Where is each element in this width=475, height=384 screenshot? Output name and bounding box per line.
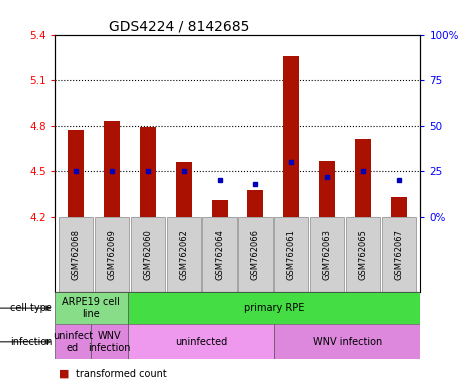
Text: WNV infection: WNV infection bbox=[313, 337, 382, 347]
Bar bbox=[95, 217, 129, 292]
Bar bbox=[55, 292, 128, 324]
Bar bbox=[104, 121, 120, 217]
Text: GDS4224 / 8142685: GDS4224 / 8142685 bbox=[109, 20, 250, 33]
Text: GSM762068: GSM762068 bbox=[72, 229, 81, 280]
Bar bbox=[381, 217, 416, 292]
Text: ARPE19 cell
line: ARPE19 cell line bbox=[62, 297, 120, 319]
Bar bbox=[319, 161, 335, 217]
Text: infection: infection bbox=[10, 337, 52, 347]
Text: GSM762064: GSM762064 bbox=[215, 229, 224, 280]
Bar bbox=[128, 292, 420, 324]
Text: uninfected: uninfected bbox=[175, 337, 227, 347]
Text: GSM762060: GSM762060 bbox=[143, 229, 152, 280]
Text: WNV
infection: WNV infection bbox=[88, 331, 131, 353]
Text: GSM762061: GSM762061 bbox=[287, 229, 296, 280]
Bar bbox=[68, 130, 84, 217]
Bar bbox=[91, 324, 128, 359]
Bar bbox=[283, 56, 299, 217]
Bar bbox=[238, 217, 273, 292]
Text: primary RPE: primary RPE bbox=[244, 303, 304, 313]
Text: GSM762062: GSM762062 bbox=[179, 229, 188, 280]
Bar bbox=[274, 324, 420, 359]
Text: GSM762067: GSM762067 bbox=[394, 229, 403, 280]
Bar bbox=[247, 190, 264, 217]
Bar bbox=[55, 324, 91, 359]
Text: transformed count: transformed count bbox=[76, 369, 167, 379]
Bar bbox=[176, 162, 192, 217]
Bar bbox=[310, 217, 344, 292]
Bar bbox=[355, 139, 371, 217]
Bar bbox=[211, 200, 228, 217]
Bar bbox=[140, 127, 156, 217]
Bar bbox=[59, 217, 94, 292]
Text: cell type: cell type bbox=[10, 303, 52, 313]
Bar bbox=[202, 217, 237, 292]
Text: uninfect
ed: uninfect ed bbox=[53, 331, 93, 353]
Text: ■: ■ bbox=[59, 369, 70, 379]
Text: GSM762063: GSM762063 bbox=[323, 229, 332, 280]
Bar bbox=[274, 217, 308, 292]
Text: GSM762065: GSM762065 bbox=[359, 229, 368, 280]
Text: GSM762066: GSM762066 bbox=[251, 229, 260, 280]
Bar bbox=[128, 324, 274, 359]
Bar bbox=[131, 217, 165, 292]
Bar bbox=[391, 197, 407, 217]
Bar bbox=[167, 217, 201, 292]
Bar bbox=[346, 217, 380, 292]
Text: GSM762069: GSM762069 bbox=[107, 229, 116, 280]
